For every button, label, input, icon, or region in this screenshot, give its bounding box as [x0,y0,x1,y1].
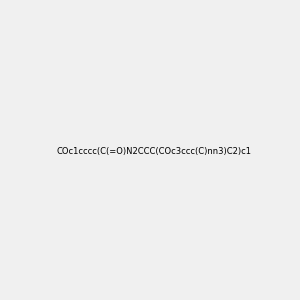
Text: COc1cccc(C(=O)N2CCC(COc3ccc(C)nn3)C2)c1: COc1cccc(C(=O)N2CCC(COc3ccc(C)nn3)C2)c1 [56,147,251,156]
